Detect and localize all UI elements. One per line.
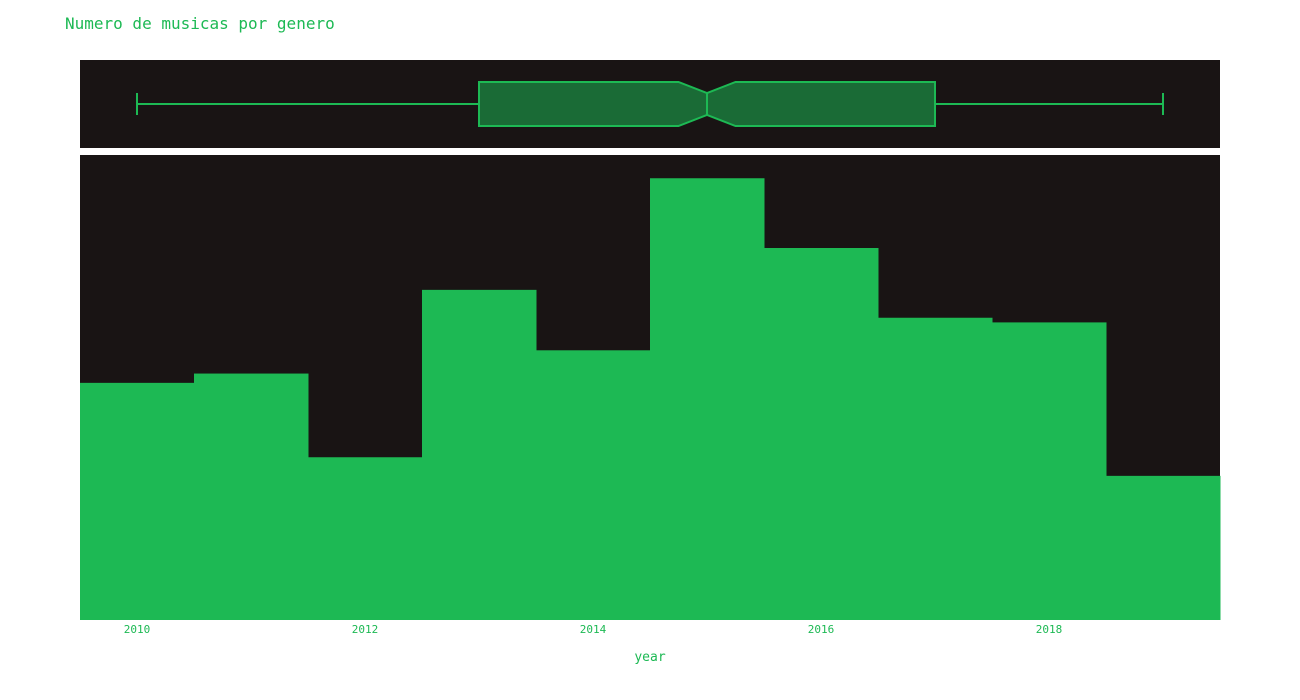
x-axis-label: year [634,650,665,665]
x-tick-label-2012: 2012 [352,623,379,636]
histogram-bar-2010 [80,382,195,620]
histogram-bar-2019 [1106,475,1221,620]
histogram-bar-2013 [422,289,537,620]
x-tick-label-2014: 2014 [580,623,607,636]
histogram-bar-2015 [650,178,765,620]
histogram-bar-2016 [764,248,879,620]
x-tick-label-2016: 2016 [808,623,835,636]
histogram-bar-2014 [536,350,651,620]
histogram-bar-2011 [194,373,309,620]
x-tick-label-2010: 2010 [124,623,151,636]
chart-title: Numero de musicas por genero [65,14,335,33]
histogram-bar-2017 [878,317,993,620]
histogram-bar-2018 [992,322,1107,620]
histogram-bars [80,178,1221,620]
x-tick-label-2018: 2018 [1036,623,1063,636]
histogram-bar-2012 [308,457,423,620]
box-plot [136,81,1164,127]
x-axis-ticks: 2010 2012 2014 2016 2018 [124,623,1063,636]
